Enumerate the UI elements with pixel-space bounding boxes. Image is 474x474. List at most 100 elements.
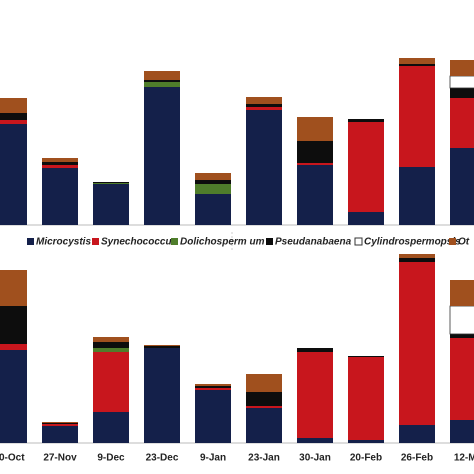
- bar-segment: [348, 122, 384, 212]
- bar-segment: [450, 148, 474, 225]
- legend-swatch: [449, 238, 456, 245]
- bar-segment: [399, 64, 435, 66]
- bar-segment: [0, 98, 27, 113]
- bar-segment: [93, 184, 129, 225]
- bar-segment: [348, 119, 384, 122]
- bar-segment: [195, 390, 231, 443]
- x-tick-label: 9-Jan: [200, 453, 226, 464]
- bar-segment: [246, 408, 282, 443]
- bar-segment: [93, 412, 129, 443]
- legend-swatch: [354, 237, 363, 246]
- bar-segment: [0, 270, 27, 306]
- bar-segment: [246, 392, 282, 406]
- bar-segment: [144, 82, 180, 87]
- bar-segment: [0, 306, 27, 344]
- legend-label: Ot: [458, 237, 470, 248]
- bar-segment: [42, 168, 78, 225]
- bar-segment: [399, 167, 435, 225]
- bar-segment: [195, 386, 231, 388]
- bar-segment: [348, 357, 384, 440]
- bar-segment: [195, 194, 231, 225]
- bar-segment: [93, 342, 129, 348]
- bar-segment: [399, 258, 435, 262]
- x-tick-label: 30-Jan: [299, 453, 331, 464]
- bar-segment: [399, 425, 435, 443]
- bar-segment: [297, 348, 333, 352]
- bar-segment: [348, 440, 384, 443]
- x-tick-label: 26-Feb: [401, 453, 433, 464]
- bar-segment: [144, 87, 180, 225]
- legend-label: Microcystis: [36, 237, 91, 248]
- bar-segment: [297, 141, 333, 163]
- x-tick-label: 27-Nov: [43, 453, 77, 464]
- bar-segment: [144, 346, 180, 348]
- bar-segment: [42, 426, 78, 443]
- bar-segment: [348, 212, 384, 225]
- x-tick-label: 20-Feb: [350, 453, 382, 464]
- bar-segment: [449, 305, 474, 335]
- bar-segment: [195, 173, 231, 180]
- bar-segment: [195, 384, 231, 386]
- bar-segment: [0, 124, 27, 225]
- bar-segment: [450, 338, 474, 420]
- bar-segment: [0, 350, 27, 443]
- bar-segment: [42, 158, 78, 162]
- legend-swatch: [266, 238, 273, 245]
- bar-segment: [449, 75, 474, 89]
- bar-segment: [246, 406, 282, 408]
- bar-segment: [297, 352, 333, 438]
- bar-segment: [93, 183, 129, 184]
- bar-segment: [246, 104, 282, 107]
- bar-segment: [144, 71, 180, 80]
- bar-segment: [399, 262, 435, 425]
- bar-segment: [93, 182, 129, 183]
- x-tick-label: 23-Jan: [248, 453, 280, 464]
- bar-segment: [246, 374, 282, 392]
- bar-segment: [144, 345, 180, 346]
- bar-segment: [0, 113, 27, 120]
- legend-label: Pseudanabaena: [275, 237, 352, 248]
- bar-segment: [450, 98, 474, 148]
- bar-segment: [399, 58, 435, 64]
- bar-segment: [93, 348, 129, 352]
- bar-segment: [450, 60, 474, 76]
- x-tick-label: 9-Dec: [97, 453, 125, 464]
- legend-swatch: [171, 238, 178, 245]
- bar-segment: [42, 162, 78, 165]
- bar-segment: [297, 438, 333, 443]
- bar-segment: [42, 423, 78, 424]
- bar-segment: [195, 180, 231, 184]
- bar-segment: [297, 163, 333, 165]
- bar-segment: [246, 97, 282, 104]
- bar-segment: [93, 352, 129, 412]
- legend-label: Dolichosperm um: [180, 237, 265, 248]
- x-tick-label: 30-Oct: [0, 453, 25, 464]
- bar-segment: [246, 107, 282, 110]
- bar-segment: [450, 88, 474, 98]
- bar-segment: [246, 110, 282, 225]
- bar-segment: [297, 165, 333, 225]
- bar-segment: [450, 420, 474, 443]
- bar-segment: [297, 117, 333, 141]
- legend-label: Synechococcus: [101, 237, 178, 248]
- bar-segment: [144, 80, 180, 82]
- bar-segment: [42, 422, 78, 423]
- bar-segment: [0, 120, 27, 124]
- x-tick-label: 23-Dec: [146, 453, 179, 464]
- bar-segment: [42, 165, 78, 168]
- bar-segment: [399, 254, 435, 258]
- bar-segment: [450, 334, 474, 338]
- bar-segment: [195, 388, 231, 390]
- bar-segment: [144, 348, 180, 443]
- bar-segment: [195, 184, 231, 194]
- legend-swatch: [92, 238, 99, 245]
- bar-segment: [42, 424, 78, 426]
- legend-label: Cylindrospermopsis: [364, 237, 461, 248]
- legend-swatch: [27, 238, 34, 245]
- bar-segment: [399, 66, 435, 167]
- bar-segment: [0, 344, 27, 350]
- bar-segment: [348, 356, 384, 357]
- x-tick-label: 12-Ma: [454, 453, 474, 464]
- bar-segment: [93, 337, 129, 342]
